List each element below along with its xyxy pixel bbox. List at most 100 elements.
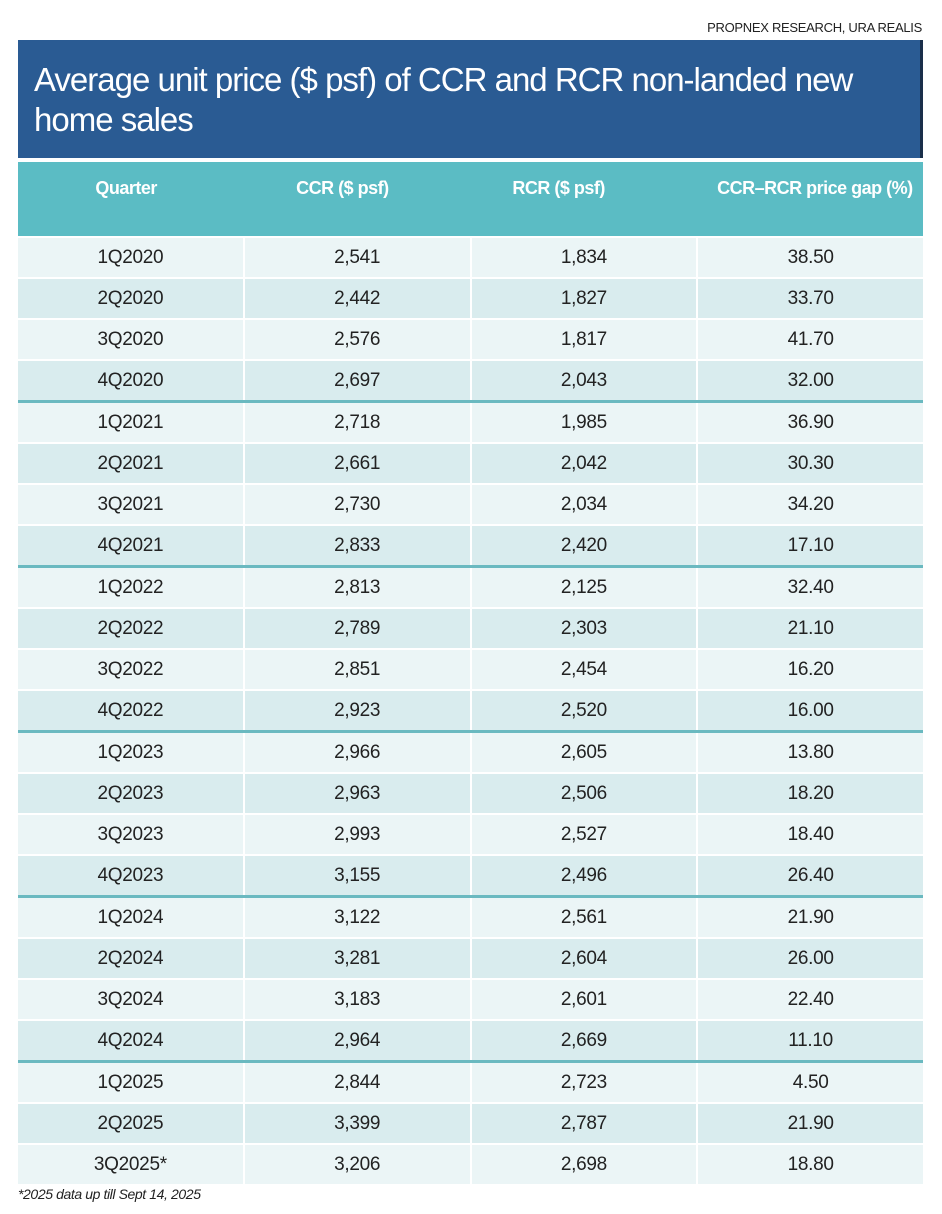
table-row: 2Q2022 2,789 2,303 21.10 — [18, 609, 923, 648]
cell-price-gap: 16.00 — [696, 691, 923, 730]
table-row: 3Q2022 2,851 2,454 16.20 — [18, 650, 923, 689]
table-header: Quarter CCR ($ psf) RCR ($ psf) CCR–RCR … — [18, 162, 923, 236]
table-row: 1Q2023 2,966 2,605 13.80 — [18, 730, 923, 772]
cell-rcr: 2,420 — [469, 526, 697, 565]
cell-price-gap: 36.90 — [696, 403, 923, 442]
cell-quarter: 2Q2020 — [18, 279, 243, 318]
cell-quarter: 4Q2024 — [18, 1021, 243, 1060]
cell-ccr: 2,697 — [242, 361, 470, 400]
cell-rcr: 2,561 — [469, 898, 697, 937]
cell-ccr: 2,964 — [242, 1021, 470, 1060]
cell-ccr: 2,844 — [242, 1063, 470, 1102]
table-row: 4Q2021 2,833 2,420 17.10 — [18, 526, 923, 565]
cell-price-gap: 18.80 — [696, 1145, 923, 1184]
cell-rcr: 2,605 — [469, 733, 697, 772]
cell-rcr: 2,303 — [469, 609, 697, 648]
cell-ccr: 3,122 — [242, 898, 470, 937]
table-row: 2Q2023 2,963 2,506 18.20 — [18, 774, 923, 813]
cell-rcr: 2,723 — [469, 1063, 697, 1102]
cell-ccr: 2,851 — [242, 650, 470, 689]
cell-quarter: 3Q2020 — [18, 320, 243, 359]
title-banner: Average unit price ($ psf) of CCR and RC… — [18, 40, 923, 158]
cell-ccr: 2,993 — [242, 815, 470, 854]
cell-ccr: 2,541 — [242, 238, 470, 277]
cell-rcr: 1,985 — [469, 403, 697, 442]
cell-ccr: 2,730 — [242, 485, 470, 524]
cell-ccr: 2,813 — [242, 568, 470, 607]
table-row: 1Q2020 2,541 1,834 38.50 — [18, 238, 923, 277]
cell-rcr: 2,601 — [469, 980, 697, 1019]
table-row: 3Q2023 2,993 2,527 18.40 — [18, 815, 923, 854]
cell-ccr: 2,966 — [242, 733, 470, 772]
cell-quarter: 2Q2023 — [18, 774, 243, 813]
table-row: 1Q2025 2,844 2,723 4.50 — [18, 1060, 923, 1102]
cell-ccr: 3,183 — [242, 980, 470, 1019]
cell-quarter: 4Q2023 — [18, 856, 243, 895]
cell-rcr: 2,669 — [469, 1021, 697, 1060]
cell-quarter: 2Q2024 — [18, 939, 243, 978]
table-row: 1Q2021 2,718 1,985 36.90 — [18, 400, 923, 442]
table-row: 4Q2022 2,923 2,520 16.00 — [18, 691, 923, 730]
table-body: 1Q2020 2,541 1,834 38.50 2Q2020 2,442 1,827 33.… — [18, 238, 923, 1184]
cell-rcr: 2,698 — [469, 1145, 697, 1184]
cell-ccr: 2,718 — [242, 403, 470, 442]
table-row: 3Q2021 2,730 2,034 34.20 — [18, 485, 923, 524]
cell-quarter: 1Q2020 — [18, 238, 243, 277]
data-table: Quarter CCR ($ psf) RCR ($ psf) CCR–RCR … — [18, 162, 923, 1184]
cell-price-gap: 21.90 — [696, 898, 923, 937]
cell-quarter: 1Q2024 — [18, 898, 243, 937]
table-row: 4Q2020 2,697 2,043 32.00 — [18, 361, 923, 400]
cell-rcr: 2,454 — [469, 650, 697, 689]
footnote: *2025 data up till Sept 14, 2025 — [18, 1186, 201, 1202]
cell-price-gap: 21.90 — [696, 1104, 923, 1143]
cell-rcr: 2,604 — [469, 939, 697, 978]
header-rcr: RCR ($ psf) — [512, 178, 605, 198]
cell-price-gap: 38.50 — [696, 238, 923, 277]
cell-quarter: 1Q2022 — [18, 568, 243, 607]
table-row: 2Q2020 2,442 1,827 33.70 — [18, 279, 923, 318]
cell-ccr: 2,963 — [242, 774, 470, 813]
cell-rcr: 2,506 — [469, 774, 697, 813]
cell-rcr: 1,817 — [469, 320, 697, 359]
cell-price-gap: 18.20 — [696, 774, 923, 813]
cell-ccr: 2,789 — [242, 609, 470, 648]
cell-ccr: 3,399 — [242, 1104, 470, 1143]
cell-quarter: 1Q2021 — [18, 403, 243, 442]
cell-ccr: 3,155 — [242, 856, 470, 895]
cell-rcr: 2,527 — [469, 815, 697, 854]
cell-price-gap: 11.10 — [696, 1021, 923, 1060]
cell-quarter: 4Q2020 — [18, 361, 243, 400]
cell-ccr: 2,442 — [242, 279, 470, 318]
cell-price-gap: 32.00 — [696, 361, 923, 400]
cell-price-gap: 4.50 — [696, 1063, 923, 1102]
cell-ccr: 2,923 — [242, 691, 470, 730]
cell-quarter: 3Q2025* — [18, 1145, 243, 1184]
cell-rcr: 2,125 — [469, 568, 697, 607]
cell-price-gap: 26.40 — [696, 856, 923, 895]
table-row: 2Q2025 3,399 2,787 21.90 — [18, 1104, 923, 1143]
cell-rcr: 1,827 — [469, 279, 697, 318]
cell-price-gap: 34.20 — [696, 485, 923, 524]
table-row: 3Q2024 3,183 2,601 22.40 — [18, 980, 923, 1019]
cell-quarter: 4Q2021 — [18, 526, 243, 565]
cell-quarter: 4Q2022 — [18, 691, 243, 730]
cell-price-gap: 33.70 — [696, 279, 923, 318]
table-row: 2Q2024 3,281 2,604 26.00 — [18, 939, 923, 978]
cell-rcr: 2,034 — [469, 485, 697, 524]
cell-price-gap: 18.40 — [696, 815, 923, 854]
cell-quarter: 2Q2022 — [18, 609, 243, 648]
cell-price-gap: 13.80 — [696, 733, 923, 772]
table-row: 4Q2023 3,155 2,496 26.40 — [18, 856, 923, 895]
cell-price-gap: 41.70 — [696, 320, 923, 359]
cell-quarter: 3Q2023 — [18, 815, 243, 854]
cell-price-gap: 22.40 — [696, 980, 923, 1019]
table-row: 3Q2020 2,576 1,817 41.70 — [18, 320, 923, 359]
cell-rcr: 1,834 — [469, 238, 697, 277]
cell-ccr: 2,833 — [242, 526, 470, 565]
source-label: PROPNEX RESEARCH, URA REALIS — [707, 20, 922, 35]
cell-quarter: 2Q2025 — [18, 1104, 243, 1143]
table-row: 4Q2024 2,964 2,669 11.10 — [18, 1021, 923, 1060]
header-price-gap: CCR–RCR price gap (%) — [717, 178, 913, 198]
cell-quarter: 3Q2021 — [18, 485, 243, 524]
table-row: 2Q2021 2,661 2,042 30.30 — [18, 444, 923, 483]
